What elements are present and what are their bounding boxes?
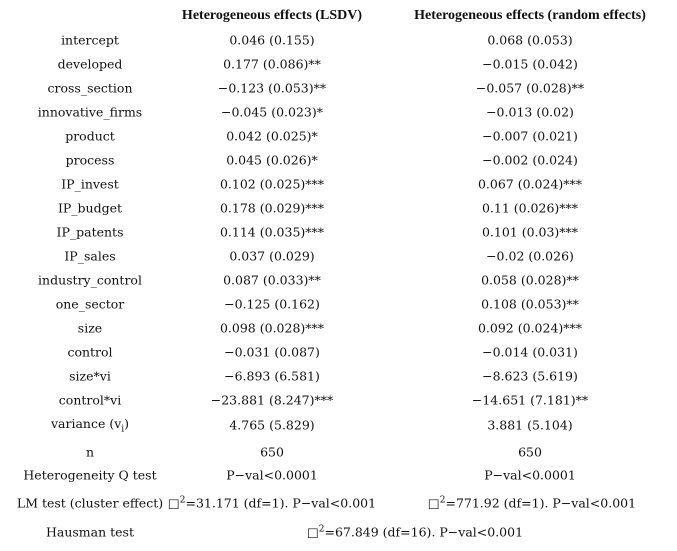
lsdv-cell: 0.102 (0.025)*** — [219, 176, 325, 192]
text-part: ) — [124, 415, 130, 431]
text-part: □ — [427, 495, 440, 511]
text-part: □ — [306, 524, 319, 540]
superscript: 2 — [318, 524, 325, 535]
text-part: □ — [167, 495, 180, 511]
lsdv-cell: 0.045 (0.026)* — [226, 152, 318, 168]
row-label: Hausman test — [45, 524, 135, 540]
lsdv-cell: −0.031 (0.087) — [224, 344, 320, 360]
lsdv-cell: □2=31.171 (df=1). P−val<0.001 — [168, 495, 376, 510]
lsdv-cell: 0.098 (0.028)*** — [219, 320, 325, 336]
lsdv-cell: 0.114 (0.035)*** — [219, 224, 325, 240]
row-label: innovative_firms — [37, 104, 143, 120]
random-effects-cell: −0.013 (0.02) — [486, 104, 574, 120]
lsdv-cell: −0.125 (0.162) — [224, 296, 320, 312]
random-effects-cell: 0.058 (0.028)** — [481, 272, 579, 288]
spanning-cell: □2=67.849 (df=16). P−val<0.001 — [307, 524, 523, 539]
lsdv-cell: 0.177 (0.086)** — [223, 56, 321, 72]
lsdv-cell: 4.765 (5.829) — [229, 417, 315, 433]
row-label: variance (vi) — [51, 416, 129, 435]
random-effects-cell: −0.057 (0.028)** — [475, 80, 585, 96]
lsdv-cell: 0.087 (0.033)** — [223, 272, 321, 288]
random-effects-cell: −0.014 (0.031) — [482, 344, 578, 360]
superscript: 2 — [179, 495, 186, 506]
superscript: 2 — [439, 495, 446, 506]
row-label: LM test (cluster effect) — [16, 495, 164, 511]
row-label: industry_control — [38, 272, 142, 288]
lsdv-cell: −23.881 (8.247)*** — [210, 392, 334, 408]
row-label: developed — [57, 56, 123, 72]
random-effects-cell: 0.067 (0.024)*** — [477, 176, 583, 192]
lsdv-cell: P−val<0.0001 — [226, 467, 318, 483]
row-label: one_sector — [55, 296, 125, 312]
text-part: =31.171 (df=1). P−val<0.001 — [185, 495, 377, 511]
row-label: size — [77, 320, 103, 336]
random-effects-cell: 0.068 (0.053) — [487, 32, 573, 48]
column-header: Heterogeneous effects (random effects) — [414, 8, 646, 23]
random-effects-cell: 0.11 (0.026)*** — [481, 200, 579, 216]
random-effects-cell: −8.623 (5.619) — [482, 368, 578, 384]
row-label: control*vi — [58, 392, 122, 408]
text-part: =67.849 (df=16). P−val<0.001 — [324, 524, 524, 540]
random-effects-cell: 0.108 (0.053)** — [481, 296, 579, 312]
subscript: i — [121, 424, 125, 435]
lsdv-cell: 0.178 (0.029)*** — [219, 200, 325, 216]
random-effects-cell: 3.881 (5.104) — [487, 417, 573, 433]
lsdv-cell: −6.893 (6.581) — [224, 368, 320, 384]
lsdv-cell: 0.046 (0.155) — [229, 32, 315, 48]
random-effects-cell: −0.002 (0.024) — [482, 152, 578, 168]
column-header: Heterogeneous effects (LSDV) — [181, 8, 363, 23]
random-effects-cell: 0.092 (0.024)*** — [477, 320, 583, 336]
random-effects-cell: −0.015 (0.042) — [482, 56, 578, 72]
row-label: IP_patents — [56, 224, 124, 240]
random-effects-cell: P−val<0.0001 — [484, 467, 576, 483]
row-label: IP_budget — [57, 200, 123, 216]
row-label: n — [85, 444, 95, 460]
lsdv-cell: 0.042 (0.025)* — [226, 128, 318, 144]
row-label: IP_sales — [64, 248, 116, 264]
random-effects-cell: 0.101 (0.03)*** — [481, 224, 579, 240]
row-label: intercept — [61, 32, 119, 48]
row-label: IP_invest — [61, 176, 119, 192]
lsdv-cell: 650 — [260, 444, 284, 460]
lsdv-cell: 0.037 (0.029) — [229, 248, 315, 264]
lsdv-cell: −0.045 (0.023)* — [220, 104, 324, 120]
random-effects-cell: −14.651 (7.181)** — [471, 392, 589, 408]
text-part: =771.92 (df=1). P−val<0.001 — [445, 495, 637, 511]
row-label: Heterogeneity Q test — [23, 467, 157, 483]
random-effects-cell: −0.02 (0.026) — [486, 248, 574, 264]
row-label: size*vi — [69, 368, 111, 384]
row-label: product — [65, 128, 115, 144]
random-effects-cell: −0.007 (0.021) — [482, 128, 578, 144]
row-label: process — [65, 152, 115, 168]
row-label: cross_section — [47, 80, 133, 96]
random-effects-cell: 650 — [518, 444, 542, 460]
row-label: control — [67, 344, 113, 360]
text-part: variance (v — [50, 415, 122, 431]
random-effects-cell: □2=771.92 (df=1). P−val<0.001 — [428, 495, 636, 510]
lsdv-cell: −0.123 (0.053)** — [217, 80, 327, 96]
